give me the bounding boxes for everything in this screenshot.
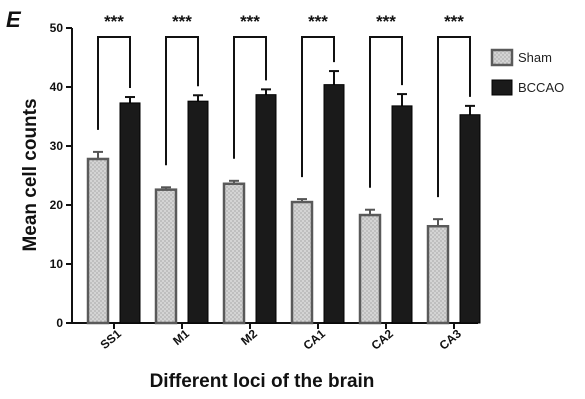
bar-sham: [426, 224, 450, 325]
significance-bracket: [369, 36, 403, 188]
y-tick-label: 0: [56, 316, 63, 330]
legend: Sham BCCAO: [490, 48, 564, 96]
legend-label-bccao: BCCAO: [518, 80, 564, 95]
legend-swatch-bccao: [491, 79, 513, 96]
bar-sham: [222, 182, 246, 325]
bar-bccao: [323, 84, 345, 324]
x-tick-label: SS1: [98, 326, 125, 352]
bar-sham: [358, 213, 382, 325]
x-tick-label: CA3: [437, 326, 465, 352]
bar-bccao: [119, 102, 141, 324]
significance-label: ***: [104, 12, 124, 31]
significance-label: ***: [444, 12, 464, 31]
x-tick-label: CA2: [369, 326, 397, 352]
bar-bccao: [187, 100, 209, 324]
significance-label: ***: [172, 12, 192, 31]
y-tick-label: 40: [50, 80, 64, 94]
significance-bracket: [165, 36, 199, 166]
bar-sham: [86, 157, 110, 325]
bar-sham: [154, 188, 178, 325]
significance-bracket: [437, 36, 471, 198]
significance-label: ***: [240, 12, 260, 31]
panel-label: E: [6, 7, 22, 32]
x-tick-label: CA1: [301, 326, 329, 352]
y-tick-label: 20: [50, 198, 64, 212]
plot-area: 0 10 20 30 40 50 *** SS1 *** M1 *** M2 *** CA1 *** CA2 *…: [50, 12, 481, 353]
x-tick-label: M2: [238, 326, 260, 348]
significance-bracket: [233, 36, 267, 159]
bar-bccao: [255, 94, 277, 324]
bar-sham: [290, 200, 314, 325]
significance-label: ***: [376, 12, 396, 31]
x-tick-label: M1: [170, 326, 192, 348]
y-tick-label: 10: [50, 257, 64, 271]
y-tick-label: 50: [50, 21, 64, 35]
legend-swatch-sham: [490, 48, 514, 67]
significance-bracket: [301, 36, 335, 178]
bar-bccao: [391, 105, 413, 324]
bar-bccao: [459, 114, 481, 324]
y-tick-label: 30: [50, 139, 64, 153]
significance-label: ***: [308, 12, 328, 31]
significance-bracket: [97, 36, 131, 130]
legend-label-sham: Sham: [518, 50, 552, 65]
y-axis-title: Mean cell counts: [20, 98, 41, 251]
x-axis-title: Different loci of the brain: [150, 371, 375, 392]
